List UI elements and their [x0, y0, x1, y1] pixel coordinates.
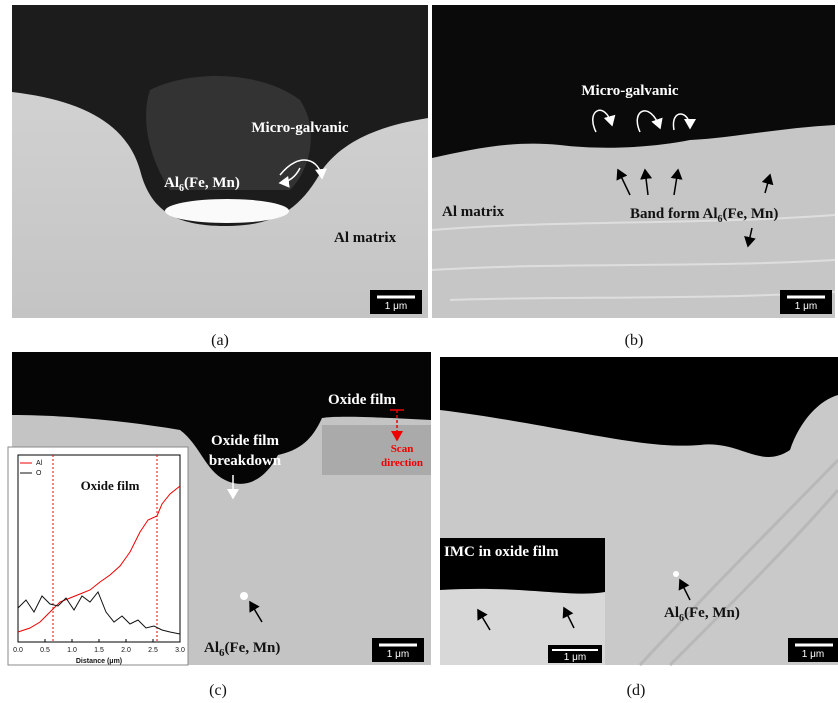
- scale-bar-label: 1 μm: [385, 301, 407, 312]
- scale-bar-label: 1 μm: [802, 649, 824, 660]
- x-tick-label: 2.5: [148, 647, 158, 654]
- x-tick-label: 2.0: [121, 647, 131, 654]
- annotation: Scan: [391, 443, 414, 455]
- panel-b: Micro-galvanic Al matrix Band form Al6(F…: [432, 5, 835, 349]
- inset-label: IMC in oxide film: [444, 544, 559, 560]
- panel-label: (a): [211, 332, 229, 349]
- x-axis-label: Distance (μm): [76, 658, 122, 665]
- text: Band form Al: [630, 206, 718, 222]
- x-tick-label: 1.5: [94, 647, 104, 654]
- panel-a: Micro-galvanic Al6(Fe, Mn) Al matrix 1 μ…: [12, 5, 428, 349]
- annotation: Oxide film: [328, 392, 396, 408]
- text: (Fe, Mn): [723, 206, 779, 222]
- annotation: Oxide film: [81, 478, 140, 493]
- figure: Micro-galvanic Al6(Fe, Mn) Al matrix 1 μ…: [0, 0, 838, 703]
- annotation: Oxide film: [211, 433, 279, 449]
- panel-c: Oxide film Scan direction Oxide film bre…: [8, 352, 431, 699]
- scale-bar-label: 1 μm: [564, 652, 586, 663]
- x-tick-label: 0.5: [40, 647, 50, 654]
- annotation: Micro-galvanic: [581, 83, 679, 99]
- annotation: Al matrix: [334, 230, 397, 246]
- text: (Fe, Mn): [225, 640, 281, 656]
- scale-bar-label: 1 μm: [795, 301, 817, 312]
- panel-label: (d): [627, 682, 646, 699]
- annotation: breakdown: [209, 453, 282, 469]
- legend-label: Al: [36, 460, 43, 467]
- scale-bar-label: 1 μm: [387, 649, 409, 660]
- text: (Fe, Mn): [684, 605, 740, 621]
- panel-label: (b): [625, 332, 644, 349]
- text: Al: [164, 175, 179, 191]
- panel-d: Al6(Fe, Mn) IMC in oxide film 1 μm 1 μm …: [440, 357, 838, 699]
- panel-label: (c): [209, 682, 227, 699]
- annotation: Al matrix: [442, 204, 505, 220]
- annotation: Micro-galvanic: [251, 120, 349, 136]
- text: Al: [664, 605, 679, 621]
- x-tick-label: 1.0: [67, 647, 77, 654]
- x-tick-label: 3.0: [175, 647, 185, 654]
- annotation: direction: [381, 457, 423, 469]
- x-tick-label: 0.0: [13, 647, 23, 654]
- text: (Fe, Mn): [184, 175, 240, 191]
- text: Al: [204, 640, 219, 656]
- legend-label: O: [36, 470, 42, 477]
- inset-chart: Al O Oxide film Distance (μm) 0.0 0.5 1.0 1…: [8, 447, 188, 665]
